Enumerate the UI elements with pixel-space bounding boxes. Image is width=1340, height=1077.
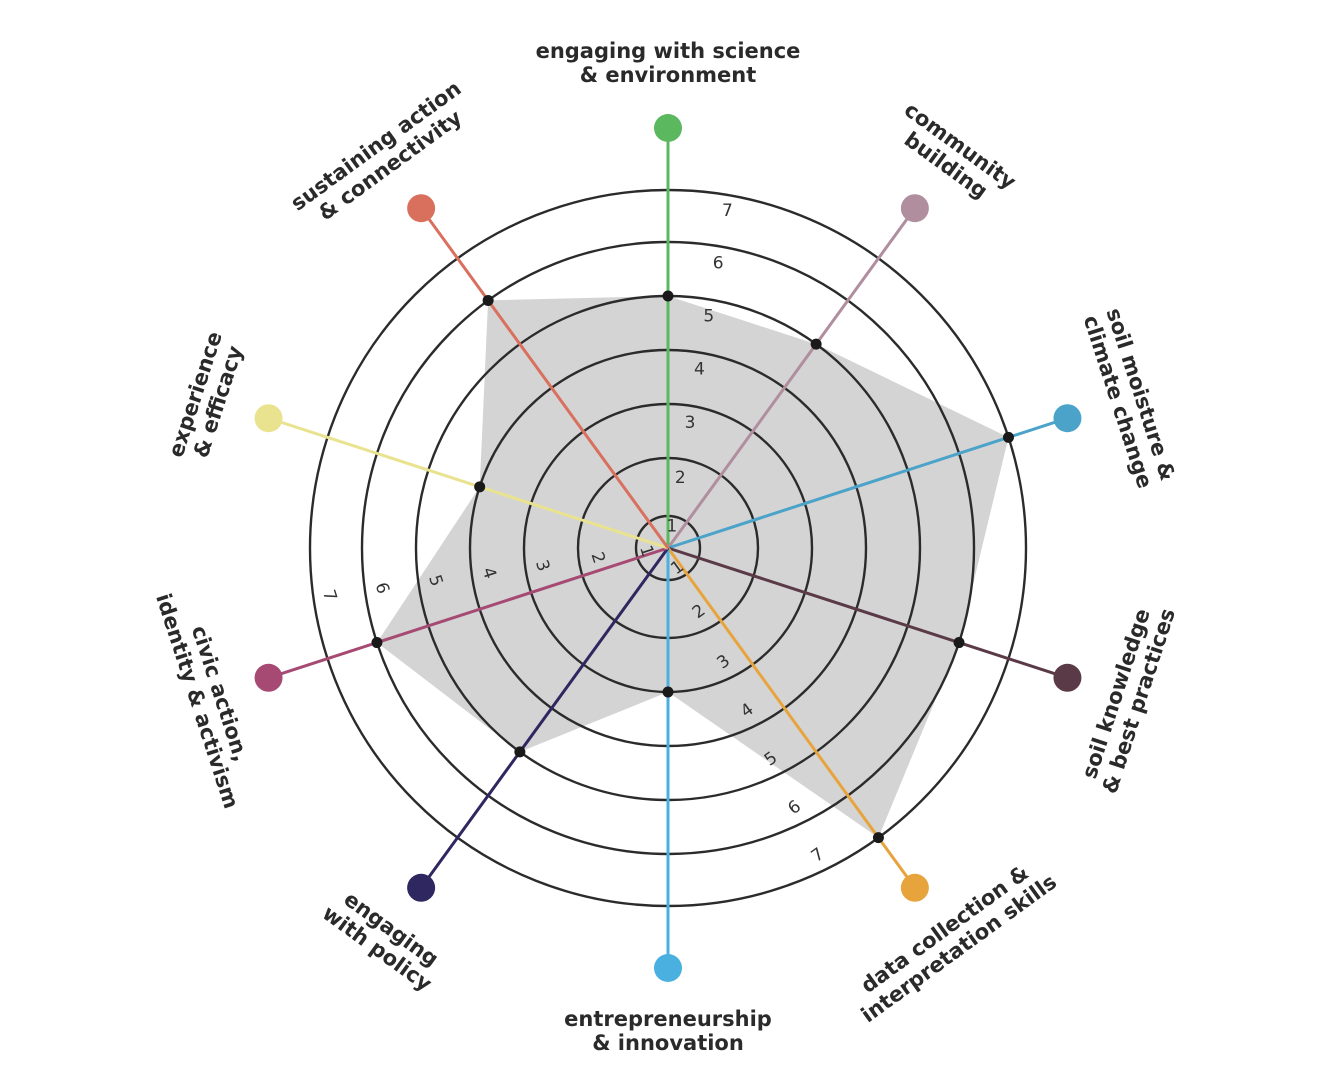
axis-label-group: soil moisture &climate change <box>1079 305 1180 491</box>
tick-label: 5 <box>703 307 714 327</box>
axis-line <box>667 546 1068 680</box>
axis-label-group: experience& efficacy <box>164 329 248 461</box>
axis-endpoint-dot <box>654 954 682 982</box>
value-point <box>810 338 822 350</box>
value-point <box>662 686 674 698</box>
tick-label: 2 <box>675 468 686 488</box>
value-point <box>1002 431 1014 443</box>
axis-label-line: interpretation skills <box>857 870 1061 1028</box>
tick-label: 7 <box>808 844 829 867</box>
axis-label-group: sustaining action& connectivity <box>286 76 466 225</box>
axis-endpoint-dot <box>254 663 283 692</box>
axis-label-group: soil knowledge& best practices <box>1077 605 1180 796</box>
value-point <box>474 481 486 493</box>
tick-label: 6 <box>784 796 805 819</box>
axis-line <box>419 207 670 549</box>
axis-endpoint-dot <box>900 873 929 902</box>
tick-label: 1 <box>666 516 677 536</box>
axis-endpoint-dot <box>1053 404 1082 433</box>
value-point <box>371 637 383 649</box>
value-point <box>953 637 965 649</box>
value-point <box>514 746 526 758</box>
axis-label-line: sustaining action <box>286 76 465 215</box>
tick-label: 6 <box>713 253 724 273</box>
axis-endpoint-dot <box>654 114 682 142</box>
axis-label-line: & environment <box>580 63 757 87</box>
axis-label-line: data collection & <box>856 860 1033 998</box>
axis-line <box>268 546 669 680</box>
axis-endpoint-dot <box>407 873 436 902</box>
axis-endpoint-dot <box>1053 663 1082 692</box>
axis-endpoint-dot <box>900 194 929 223</box>
value-point <box>662 290 674 302</box>
axis-endpoint-dot <box>407 194 436 223</box>
axis-line <box>667 416 1068 550</box>
value-point <box>872 832 884 844</box>
axis-lines <box>254 114 1082 982</box>
axis-line <box>666 547 917 889</box>
axis-line <box>666 207 917 549</box>
axis-label-group: engaging with science& environment <box>536 39 801 87</box>
axis-label-group: civic action,identity & activism <box>151 591 253 812</box>
tick-label: 4 <box>694 360 705 380</box>
axis-label-group: data collection &interpretation skills <box>856 860 1061 1028</box>
axis-label-group: entrepreneurship& innovation <box>564 1007 772 1055</box>
axis-label-line: & innovation <box>592 1031 744 1055</box>
axis-line <box>268 416 669 550</box>
axis-endpoint-dot <box>254 404 283 433</box>
tick-label: 3 <box>685 413 696 433</box>
axis-line <box>419 547 670 889</box>
value-point <box>482 294 494 306</box>
tick-label: 7 <box>722 201 733 221</box>
axis-label-line: engaging with science <box>536 39 801 63</box>
value-points <box>371 290 1014 844</box>
tick-label: 7 <box>318 587 340 603</box>
tick-label: 6 <box>371 580 393 596</box>
axis-label-line: entrepreneurship <box>564 1007 772 1031</box>
